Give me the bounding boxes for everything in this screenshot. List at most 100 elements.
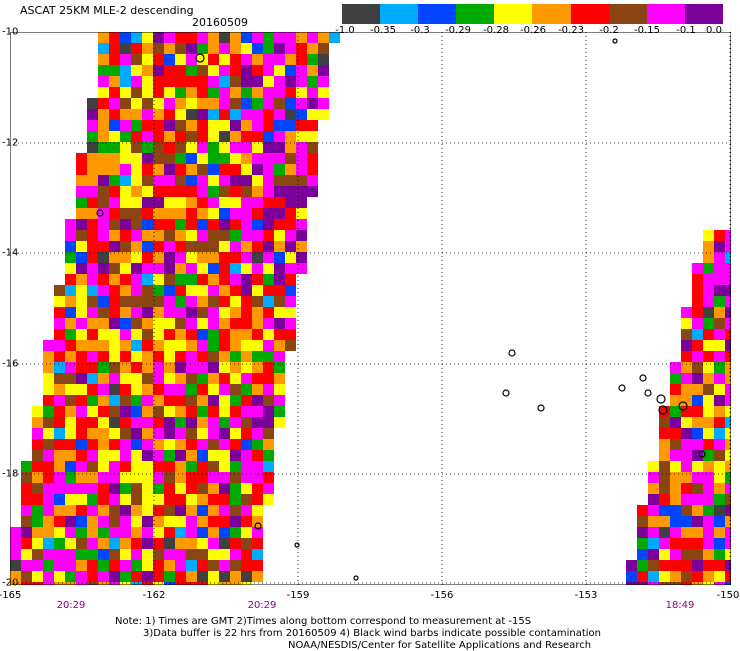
swath-cell [692, 307, 703, 318]
swath-cell [703, 450, 714, 461]
swath-cell [153, 263, 164, 274]
swath-cell [43, 406, 54, 417]
swath-cell [21, 461, 32, 472]
swath-cell [659, 505, 670, 516]
swath-cell [186, 395, 197, 406]
swath-cell [54, 351, 65, 362]
swath-cell [43, 340, 54, 351]
swath-cell [692, 549, 703, 560]
swath-cell [219, 219, 230, 230]
swath-cell [692, 538, 703, 549]
swath-cell [120, 373, 131, 384]
swath-cell [76, 472, 87, 483]
swath-cell [109, 274, 120, 285]
swath-cell [109, 505, 120, 516]
swath-cell [659, 549, 670, 560]
swath-cell [54, 494, 65, 505]
swath-cell [109, 318, 120, 329]
swath-cell [175, 373, 186, 384]
swath-cell [164, 208, 175, 219]
swath-cell [98, 241, 109, 252]
swath-cell [274, 395, 285, 406]
swath-cell [252, 76, 263, 87]
swath-cell [120, 120, 131, 131]
swath-cell [670, 494, 681, 505]
swath-cell [120, 527, 131, 538]
swath-cell [98, 428, 109, 439]
swath-cell [153, 549, 164, 560]
swath-cell [219, 395, 230, 406]
swath-cell [714, 329, 725, 340]
swath-cell [54, 450, 65, 461]
swath-cell [98, 362, 109, 373]
swath-cell [725, 571, 731, 582]
swath-cell [142, 340, 153, 351]
swath-cell [98, 54, 109, 65]
swath-cell [131, 340, 142, 351]
swath-cell [109, 461, 120, 472]
swath-cell [120, 131, 131, 142]
swath-cell [87, 164, 98, 175]
swath-cell [230, 505, 241, 516]
swath-cell [76, 340, 87, 351]
swath-cell [153, 87, 164, 98]
swath-cell [153, 65, 164, 76]
swath-cell [21, 582, 32, 585]
swath-cell [219, 362, 230, 373]
swath-cell [87, 527, 98, 538]
swath-cell [43, 417, 54, 428]
swath-cell [230, 131, 241, 142]
swath-cell [681, 307, 692, 318]
swath-cell [153, 395, 164, 406]
swath-cell [186, 164, 197, 175]
colorbar-label: -0.28 [483, 25, 509, 36]
swath-cell [703, 329, 714, 340]
swath-cell [32, 472, 43, 483]
swath-cell [252, 230, 263, 241]
swath-cell [186, 505, 197, 516]
swath-cell [263, 285, 274, 296]
swath-cell [109, 197, 120, 208]
swath-cell [241, 549, 252, 560]
swath-cell [208, 54, 219, 65]
swath-cell [197, 560, 208, 571]
swath-cell [241, 87, 252, 98]
swath-cell [87, 175, 98, 186]
swath-cell [43, 549, 54, 560]
swath-cell [164, 362, 175, 373]
island-outline [254, 522, 262, 530]
swath-cell [109, 439, 120, 450]
swath-cell [43, 538, 54, 549]
swath-cell [54, 483, 65, 494]
swath-cell [725, 373, 731, 384]
swath-cell [219, 483, 230, 494]
swath-cell [54, 538, 65, 549]
swath-cell [285, 153, 296, 164]
swath-cell [714, 384, 725, 395]
swath-cell [714, 285, 725, 296]
swath-cell [142, 560, 153, 571]
swath-cell [87, 494, 98, 505]
swath-cell [725, 296, 731, 307]
swath-cell [87, 439, 98, 450]
swath-cell [109, 230, 120, 241]
swath-cell [21, 538, 32, 549]
swath-cell [274, 241, 285, 252]
swath-cell [142, 230, 153, 241]
swath-cell [648, 461, 659, 472]
swath-cell [252, 450, 263, 461]
x-tick-label: -153 [574, 590, 598, 601]
swath-cell [692, 362, 703, 373]
swath-cell [714, 362, 725, 373]
swath-cell [98, 197, 109, 208]
swath-cell [219, 505, 230, 516]
swath-cell [241, 153, 252, 164]
swath-cell [230, 285, 241, 296]
swath-cell [142, 153, 153, 164]
swath-cell [109, 549, 120, 560]
swath-cell [87, 483, 98, 494]
swath-cell [692, 384, 703, 395]
swath-cell [175, 406, 186, 417]
swath-cell [285, 230, 296, 241]
swath-cell [714, 472, 725, 483]
